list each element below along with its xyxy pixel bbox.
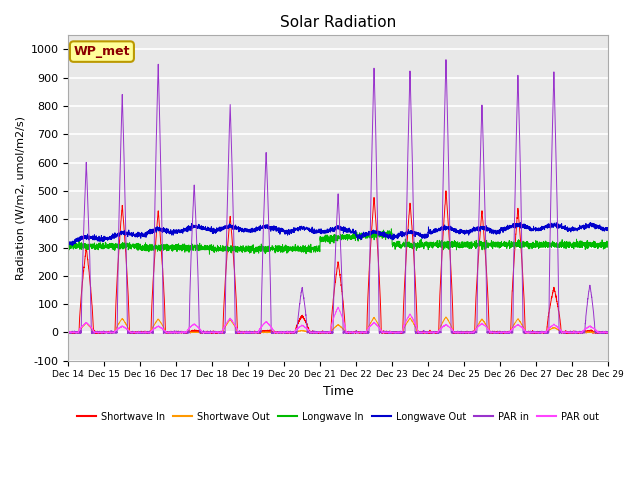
Shortwave In: [66, 330, 74, 336]
Longwave Out: [68, 242, 76, 248]
Shortwave Out: [65, 330, 72, 336]
Shortwave Out: [318, 330, 326, 336]
Line: Longwave In: Longwave In: [68, 229, 608, 254]
Shortwave In: [65, 329, 72, 335]
Shortwave Out: [459, 330, 467, 336]
Longwave In: [65, 240, 72, 246]
Line: Longwave Out: Longwave Out: [68, 222, 608, 245]
PAR in: [442, 57, 450, 62]
Text: WP_met: WP_met: [74, 45, 130, 58]
Shortwave In: [442, 188, 450, 194]
PAR in: [490, 330, 497, 336]
PAR in: [604, 330, 612, 336]
Longwave Out: [459, 230, 467, 236]
Longwave Out: [604, 227, 611, 233]
Line: PAR in: PAR in: [68, 60, 608, 333]
Shortwave In: [318, 329, 326, 335]
Shortwave In: [460, 330, 467, 336]
Line: Shortwave Out: Shortwave Out: [68, 317, 608, 333]
Line: Shortwave In: Shortwave In: [68, 191, 608, 333]
Title: Solar Radiation: Solar Radiation: [280, 15, 396, 30]
Longwave Out: [318, 228, 326, 233]
Shortwave In: [161, 326, 169, 332]
PAR in: [65, 329, 72, 335]
Longwave In: [388, 226, 396, 232]
PAR out: [161, 328, 169, 334]
Longwave Out: [604, 227, 612, 232]
Shortwave In: [604, 330, 612, 336]
PAR out: [604, 329, 611, 335]
PAR in: [460, 330, 467, 336]
Longwave In: [161, 242, 169, 248]
Longwave Out: [65, 239, 72, 245]
Longwave In: [604, 243, 611, 249]
Shortwave In: [429, 330, 437, 336]
PAR out: [490, 330, 497, 336]
Shortwave Out: [604, 330, 612, 336]
Longwave In: [460, 242, 467, 248]
PAR out: [318, 329, 326, 335]
Longwave In: [205, 252, 213, 257]
PAR out: [65, 329, 72, 335]
Shortwave Out: [429, 330, 437, 336]
Longwave In: [604, 244, 612, 250]
X-axis label: Time: Time: [323, 385, 353, 398]
PAR in: [604, 329, 611, 335]
PAR out: [66, 330, 74, 336]
PAR in: [429, 330, 437, 336]
Longwave In: [429, 244, 437, 250]
Shortwave Out: [442, 314, 450, 320]
PAR in: [67, 330, 75, 336]
Longwave In: [318, 235, 326, 240]
PAR in: [161, 330, 169, 336]
Shortwave In: [490, 330, 497, 336]
Legend: Shortwave In, Shortwave Out, Longwave In, Longwave Out, PAR in, PAR out: Shortwave In, Shortwave Out, Longwave In…: [73, 408, 604, 426]
Longwave Out: [161, 227, 169, 232]
Shortwave Out: [604, 330, 611, 336]
Shortwave In: [604, 329, 611, 335]
Shortwave Out: [161, 328, 169, 334]
Line: PAR out: PAR out: [68, 307, 608, 333]
Longwave Out: [587, 219, 595, 225]
PAR out: [460, 330, 467, 336]
PAR out: [429, 330, 437, 336]
Y-axis label: Radiation (W/m2, umol/m2/s): Radiation (W/m2, umol/m2/s): [15, 116, 25, 280]
Longwave In: [490, 241, 497, 247]
Longwave Out: [490, 228, 497, 234]
PAR out: [604, 330, 612, 336]
Shortwave Out: [490, 329, 497, 335]
Longwave Out: [429, 230, 437, 236]
PAR out: [334, 304, 342, 310]
PAR in: [318, 330, 326, 336]
